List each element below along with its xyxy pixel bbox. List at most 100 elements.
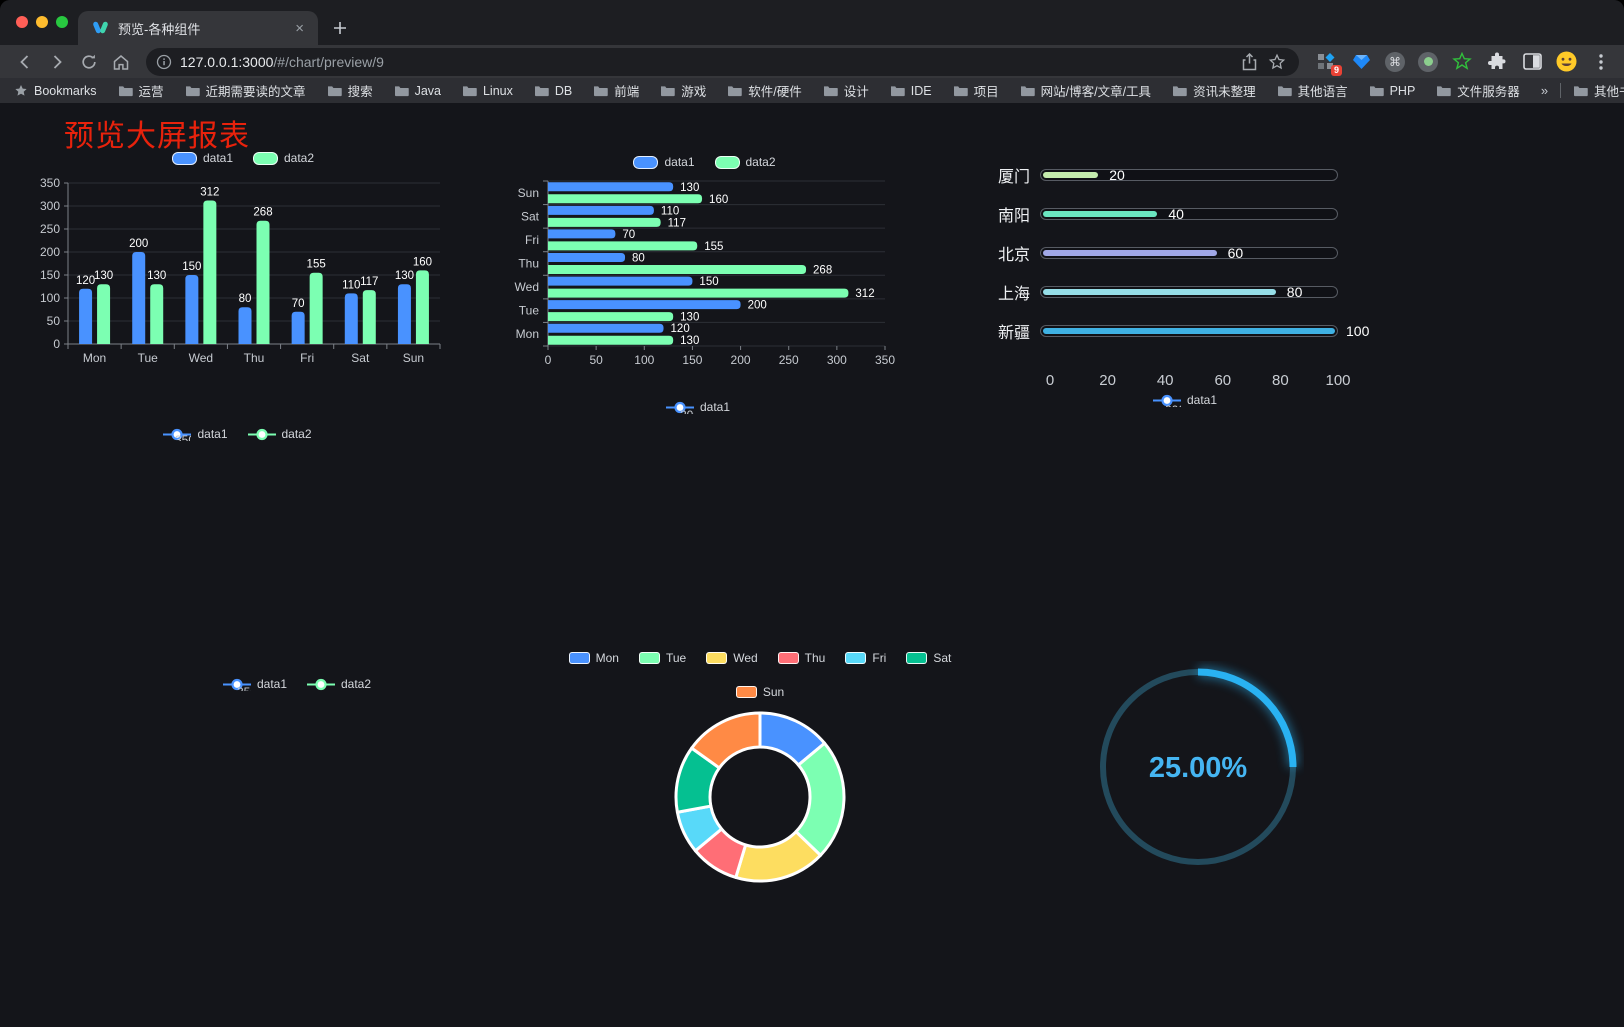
svg-text:100: 100: [634, 353, 654, 367]
legend-item[interactable]: Sun: [735, 685, 784, 699]
bookmarks-bar: Bookmarks 运营 近期需要读的文章 搜索 Java Linux DB 前端 游戏 软件/…: [0, 78, 1624, 103]
chart-legend: 050100150200MonTueWedThuFriSatSundata1: [498, 396, 898, 418]
svg-text:312: 312: [855, 288, 874, 300]
folder-icon: [823, 86, 838, 97]
pie-chart-canvas[interactable]: [545, 673, 975, 903]
legend-item[interactable]: 050100150200250300350MonTueWedThuFriSatS…: [222, 677, 287, 691]
legend-item[interactable]: data1: [633, 155, 695, 169]
legend-item[interactable]: Wed: [706, 651, 758, 665]
svg-text:100: 100: [40, 291, 60, 305]
site-info-icon[interactable]: [156, 54, 172, 70]
svg-text:25.00%: 25.00%: [1149, 752, 1248, 784]
bookmark-folder[interactable]: PHP: [1369, 84, 1415, 98]
forward-button[interactable]: [42, 48, 72, 76]
bookmark-folder[interactable]: 网站/博客/文章/工具: [1020, 81, 1151, 100]
fullscreen-window-button[interactable]: [56, 16, 68, 28]
legend-item[interactable]: Mon: [568, 651, 619, 665]
extension-command-icon[interactable]: ⌘: [1385, 51, 1405, 72]
legend-item[interactable]: data2: [714, 155, 776, 169]
svg-text:160: 160: [709, 194, 728, 206]
menu-icon[interactable]: [1590, 51, 1612, 73]
browser-tab[interactable]: 预览-各种组件 ×: [78, 11, 318, 45]
window-controls: [16, 16, 68, 28]
bookmark-star-icon[interactable]: [1263, 49, 1291, 75]
new-tab-button[interactable]: [326, 14, 354, 42]
legend-line-marker: [307, 678, 335, 690]
side-panel-icon[interactable]: [1521, 51, 1543, 73]
back-button[interactable]: [10, 48, 40, 76]
legend-item[interactable]: Fri: [845, 651, 886, 665]
extensions-puzzle-icon[interactable]: [1486, 51, 1508, 73]
bookmark-folder[interactable]: 资讯未整理: [1172, 81, 1256, 100]
close-tab-icon[interactable]: ×: [295, 19, 304, 37]
folder-icon: [1369, 86, 1384, 97]
line-chart-canvas[interactable]: [30, 445, 445, 638]
legend-item[interactable]: Sat: [906, 651, 951, 665]
svg-text:Mon: Mon: [83, 351, 106, 365]
bookmark-folder[interactable]: 设计: [823, 81, 869, 100]
profile-avatar[interactable]: [1556, 51, 1577, 72]
svg-text:268: 268: [813, 265, 832, 277]
legend-item[interactable]: 050100150200250300350MonTueWedThuFriSatS…: [163, 427, 228, 441]
progress-label: 南阳: [997, 207, 1030, 225]
bookmark-folder[interactable]: DB: [534, 84, 572, 98]
svg-text:Thu: Thu: [244, 351, 265, 365]
legend-item[interactable]: data2: [253, 151, 314, 165]
gauge-canvas[interactable]: 25.00%: [1092, 661, 1304, 873]
reload-button[interactable]: [74, 48, 104, 76]
bookmark-folder[interactable]: Java: [394, 84, 441, 98]
legend-item[interactable]: data2: [247, 427, 312, 441]
svg-text:Sat: Sat: [351, 351, 370, 365]
bookmark-folder[interactable]: 运营: [118, 81, 164, 100]
legend-item[interactable]: data2: [307, 677, 371, 691]
legend-swatch: [253, 151, 278, 165]
other-bookmarks[interactable]: 其他书签: [1573, 81, 1624, 100]
legend-item[interactable]: 050100150200MonTueWedThuFriSatSundata1: [665, 400, 730, 414]
legend-item[interactable]: Thu: [777, 651, 825, 665]
browser-toolbar: 127.0.0.1:3000/#/chart/preview/9 9 ⌘: [0, 45, 1624, 78]
line-chart-canvas[interactable]: [92, 695, 502, 903]
close-window-button[interactable]: [16, 16, 28, 28]
minimize-window-button[interactable]: [36, 16, 48, 28]
progress-track: 20: [1040, 167, 1338, 183]
line-chart-canvas[interactable]: [498, 418, 898, 616]
share-icon[interactable]: [1235, 49, 1263, 75]
progress-track: 40: [1040, 206, 1338, 222]
address-bar[interactable]: 127.0.0.1:3000/#/chart/preview/9: [146, 47, 1299, 76]
legend-item[interactable]: Tue: [638, 651, 686, 665]
extension-gem-icon[interactable]: [1350, 51, 1372, 73]
legend-item[interactable]: 050100150200MonTueWedThuFriSatSun1202001…: [1152, 393, 1217, 407]
progress-list[interactable]: 厦门 20 南阳 40 北京 60 上海 80 新疆 100 0 20 40 60 80 100: [988, 151, 1393, 392]
legend-item[interactable]: data1: [171, 151, 233, 165]
url-text[interactable]: 127.0.0.1:3000/#/chart/preview/9: [180, 53, 384, 70]
home-button[interactable]: [106, 48, 136, 76]
bookmark-folder[interactable]: 其他语言: [1277, 81, 1348, 100]
bookmark-folder[interactable]: 项目: [953, 81, 999, 100]
progress-value: 60: [1227, 244, 1244, 261]
line-chart-canvas[interactable]: [985, 411, 1385, 604]
chart-line-two-series: 050100150200250300350MonTueWedThuFriSatS…: [30, 423, 445, 638]
extension-grid-icon[interactable]: 9: [1315, 51, 1342, 76]
bookmark-folder[interactable]: IDE: [890, 84, 932, 98]
legend-swatch: [638, 652, 660, 664]
bookmark-folder[interactable]: 近期需要读的文章: [185, 81, 306, 100]
folder-icon: [327, 86, 342, 97]
svg-text:350: 350: [237, 685, 251, 691]
bookmark-folder[interactable]: 软件/硬件: [727, 81, 802, 100]
bookmark-folder[interactable]: 游戏: [660, 81, 706, 100]
bar-chart-canvas[interactable]: 0 50 100 150 200 250 300 350 Mon Tue Wed Thu Fri Sat S…: [28, 169, 458, 372]
bookmark-folder[interactable]: 搜索: [327, 81, 373, 100]
bookmarks-manager[interactable]: Bookmarks: [14, 84, 97, 98]
legend-swatch: [714, 155, 740, 169]
chart-legend: data1 data2: [28, 147, 458, 169]
chart-legend: 050100150200250300350MonTueWedThuFriSatS…: [92, 673, 502, 695]
bookmarks-overflow-button[interactable]: »: [1540, 83, 1549, 98]
bookmark-folder[interactable]: 文件服务器: [1436, 81, 1520, 100]
bookmark-folder[interactable]: Linux: [462, 84, 513, 98]
extension-green-star-icon[interactable]: [1451, 51, 1473, 73]
bookmark-folder[interactable]: 前端: [593, 81, 639, 100]
extension-record-icon[interactable]: [1418, 51, 1438, 72]
legend-swatch: [735, 686, 757, 698]
svg-text:Sat: Sat: [521, 209, 540, 223]
